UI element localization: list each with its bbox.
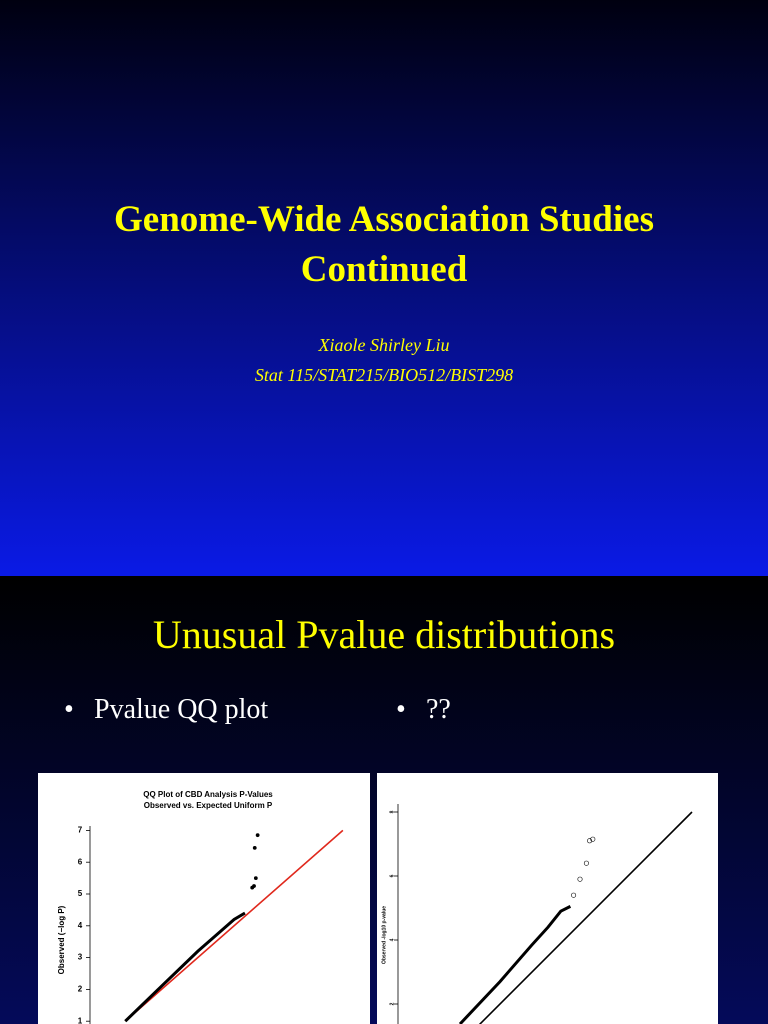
y-tick-label: 6 bbox=[78, 857, 83, 866]
data-point bbox=[587, 838, 593, 844]
data-point bbox=[583, 860, 589, 866]
y-tick-label: 4 bbox=[78, 921, 83, 930]
y-tick-label: 2 bbox=[389, 1002, 395, 1005]
data-line bbox=[124, 911, 246, 1023]
bullet: ?? bbox=[426, 694, 451, 725]
data-line bbox=[458, 905, 572, 1024]
y-tick-label: 1 bbox=[78, 1016, 83, 1024]
y-tick-label: 5 bbox=[78, 889, 83, 898]
slide-title: Continued bbox=[301, 249, 468, 290]
data-point bbox=[253, 876, 258, 881]
y-tick-label: 4 bbox=[389, 938, 395, 941]
bullet-dot: • bbox=[64, 694, 74, 725]
plot-title: QQ Plot of CBD Analysis P-Values bbox=[143, 790, 273, 799]
slide-title: Genome-Wide Association Studies bbox=[114, 199, 654, 240]
slide-title: Unusual Pvalue distributions bbox=[153, 612, 615, 657]
y-tick-label: 6 bbox=[389, 874, 395, 877]
y-tick-label: 8 bbox=[389, 810, 395, 813]
data-point bbox=[577, 876, 583, 882]
data-line bbox=[124, 829, 344, 1022]
data-point bbox=[252, 884, 256, 888]
data-point bbox=[571, 892, 577, 898]
bullet-dot: • bbox=[396, 694, 406, 725]
slide-1 bbox=[0, 0, 768, 576]
bullet: Pvalue QQ plot bbox=[94, 694, 268, 725]
y-axis-label: Observed (−log P) bbox=[57, 905, 66, 974]
plot-frame bbox=[377, 773, 718, 1024]
y-tick-label: 7 bbox=[78, 826, 83, 835]
data-line bbox=[478, 811, 693, 1024]
data-point bbox=[252, 845, 257, 850]
plot-title: Observed vs. Expected Uniform P bbox=[144, 801, 273, 810]
data-point bbox=[590, 836, 596, 842]
author: Xiaole Shirley Liu bbox=[318, 335, 450, 355]
course: Stat 115/STAT215/BIO512/BIST298 bbox=[255, 365, 513, 385]
plot-frame bbox=[38, 773, 370, 1024]
y-axis-label: Observed -log10 p-value bbox=[381, 906, 387, 964]
data-point bbox=[255, 833, 260, 838]
y-tick-label: 3 bbox=[78, 953, 83, 962]
y-tick-label: 2 bbox=[78, 985, 83, 994]
